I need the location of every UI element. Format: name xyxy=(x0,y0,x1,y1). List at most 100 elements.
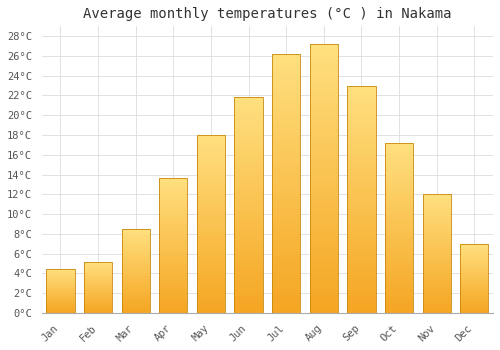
Bar xyxy=(46,308,74,309)
Bar xyxy=(234,162,262,167)
Bar xyxy=(84,276,112,277)
Bar xyxy=(422,216,450,218)
Bar xyxy=(310,205,338,211)
Bar xyxy=(234,167,262,171)
Bar xyxy=(84,292,112,293)
Bar xyxy=(310,103,338,108)
Bar xyxy=(348,222,376,226)
Bar xyxy=(460,252,488,253)
Bar xyxy=(197,270,225,274)
Bar xyxy=(46,305,74,306)
Bar xyxy=(385,177,413,180)
Title: Average monthly temperatures (°C ) in Nakama: Average monthly temperatures (°C ) in Na… xyxy=(83,7,452,21)
Bar xyxy=(460,306,488,307)
Bar xyxy=(385,150,413,153)
Bar xyxy=(122,306,150,308)
Bar xyxy=(159,237,188,240)
Bar xyxy=(234,223,262,227)
Bar xyxy=(422,308,450,311)
Bar xyxy=(310,222,338,227)
Bar xyxy=(272,70,300,75)
Bar xyxy=(348,299,376,304)
Bar xyxy=(84,281,112,282)
Bar xyxy=(422,282,450,285)
Bar xyxy=(197,278,225,281)
Bar xyxy=(122,310,150,311)
Bar xyxy=(84,295,112,296)
Bar xyxy=(348,195,376,199)
Bar xyxy=(348,181,376,186)
Bar xyxy=(197,163,225,167)
Bar xyxy=(159,191,188,194)
Bar xyxy=(348,295,376,299)
Bar xyxy=(197,281,225,285)
Bar xyxy=(272,189,300,194)
Bar xyxy=(272,54,300,313)
Bar xyxy=(159,256,188,259)
Bar xyxy=(84,303,112,304)
Bar xyxy=(122,247,150,249)
Bar xyxy=(460,296,488,298)
Bar xyxy=(159,240,188,243)
Bar xyxy=(46,297,74,298)
Bar xyxy=(348,267,376,272)
Bar xyxy=(422,256,450,258)
Bar xyxy=(422,289,450,292)
Bar xyxy=(122,237,150,239)
Bar xyxy=(122,236,150,237)
Bar xyxy=(310,178,338,184)
Bar xyxy=(348,86,376,313)
Bar xyxy=(46,271,74,272)
Bar xyxy=(460,246,488,248)
Bar xyxy=(234,279,262,283)
Bar xyxy=(385,187,413,190)
Bar xyxy=(422,194,450,313)
Bar xyxy=(310,146,338,152)
Bar xyxy=(84,272,112,273)
Bar xyxy=(122,258,150,259)
Bar xyxy=(159,207,188,210)
Bar xyxy=(385,197,413,201)
Bar xyxy=(84,261,112,262)
Bar xyxy=(159,291,188,294)
Bar xyxy=(197,252,225,256)
Bar xyxy=(460,303,488,305)
Bar xyxy=(460,260,488,262)
Bar xyxy=(122,259,150,261)
Bar xyxy=(348,104,376,108)
Bar xyxy=(385,255,413,259)
Bar xyxy=(272,54,300,59)
Bar xyxy=(460,310,488,312)
Bar xyxy=(310,71,338,76)
Bar xyxy=(385,214,413,218)
Bar xyxy=(197,274,225,278)
Bar xyxy=(310,227,338,232)
Bar xyxy=(46,268,74,313)
Bar xyxy=(385,296,413,299)
Bar xyxy=(272,220,300,225)
Bar xyxy=(310,292,338,297)
Bar xyxy=(197,171,225,174)
Bar xyxy=(234,158,262,162)
Bar xyxy=(159,253,188,256)
Bar xyxy=(234,218,262,223)
Bar xyxy=(460,285,488,287)
Bar xyxy=(46,285,74,286)
Bar xyxy=(122,298,150,300)
Bar xyxy=(385,190,413,194)
Bar xyxy=(348,122,376,127)
Bar xyxy=(159,177,188,180)
Bar xyxy=(46,292,74,293)
Bar xyxy=(310,130,338,135)
Bar xyxy=(197,292,225,295)
Bar xyxy=(385,218,413,221)
Bar xyxy=(348,140,376,145)
Bar xyxy=(122,308,150,310)
Bar xyxy=(422,299,450,301)
Bar xyxy=(122,276,150,278)
Bar xyxy=(385,160,413,163)
Bar xyxy=(159,280,188,283)
Bar xyxy=(310,152,338,157)
Bar xyxy=(46,294,74,295)
Bar xyxy=(46,310,74,311)
